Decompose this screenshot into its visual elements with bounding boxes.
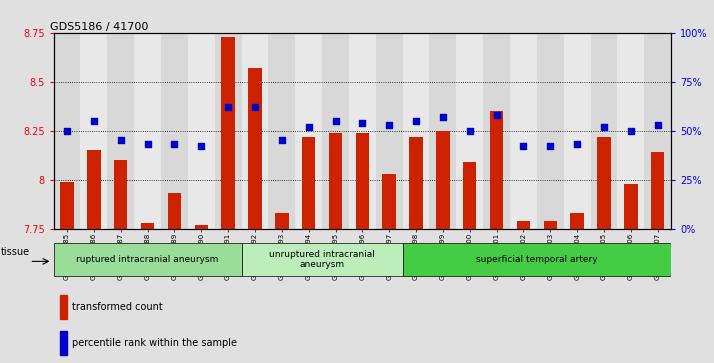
Text: ruptured intracranial aneurysm: ruptured intracranial aneurysm (76, 255, 218, 264)
Bar (60, 295, 67, 319)
Bar (54, 243, 241, 276)
Text: unruptured intracranial
aneurysm: unruptured intracranial aneurysm (269, 250, 375, 269)
Bar (60, 331, 67, 355)
Bar (241, 33, 268, 229)
Point (625, 128, 637, 134)
Text: transformed count: transformed count (72, 302, 163, 312)
Point (115, 138, 126, 143)
Bar (456, 33, 483, 229)
Bar (490, 111, 503, 229)
Point (652, 122, 663, 128)
Bar (161, 33, 188, 229)
Point (303, 124, 314, 130)
Bar (87, 150, 101, 229)
Point (437, 114, 448, 120)
Bar (188, 33, 215, 229)
Point (88, 118, 99, 124)
Bar (598, 136, 610, 229)
Bar (356, 132, 369, 229)
Bar (564, 33, 590, 229)
Point (222, 104, 233, 110)
Bar (241, 243, 403, 276)
Bar (590, 33, 618, 229)
Bar (328, 132, 342, 229)
Text: superficial temporal artery: superficial temporal artery (476, 255, 598, 264)
Point (518, 143, 529, 149)
Bar (430, 33, 456, 229)
Bar (81, 33, 107, 229)
Bar (194, 225, 208, 229)
Bar (322, 33, 349, 229)
Bar (537, 33, 564, 229)
Bar (141, 223, 154, 229)
Point (598, 124, 610, 130)
Bar (651, 152, 665, 229)
Point (61, 128, 73, 134)
Bar (463, 162, 476, 229)
Bar (618, 33, 644, 229)
Bar (376, 33, 403, 229)
Bar (409, 136, 423, 229)
Point (330, 118, 341, 124)
Text: percentile rank within the sample: percentile rank within the sample (72, 338, 237, 348)
Bar (517, 221, 531, 229)
Bar (114, 160, 127, 229)
Bar (215, 33, 241, 229)
Point (491, 112, 503, 118)
Bar (168, 193, 181, 229)
Bar (644, 33, 671, 229)
Point (142, 142, 154, 147)
Point (464, 128, 476, 134)
Bar (221, 37, 235, 229)
Bar (134, 33, 161, 229)
Point (411, 118, 422, 124)
Bar (403, 33, 430, 229)
Bar (268, 33, 295, 229)
Bar (107, 33, 134, 229)
Point (276, 138, 288, 143)
Bar (54, 33, 81, 229)
Bar (383, 174, 396, 229)
Point (357, 120, 368, 126)
Text: tissue: tissue (1, 247, 30, 257)
Point (383, 122, 395, 128)
Text: GDS5186 / 41700: GDS5186 / 41700 (51, 22, 149, 32)
Bar (436, 131, 450, 229)
Point (196, 143, 207, 149)
Bar (248, 68, 261, 229)
Point (249, 104, 261, 110)
Bar (543, 221, 557, 229)
Bar (302, 136, 316, 229)
Bar (349, 33, 376, 229)
Bar (510, 33, 537, 229)
Bar (624, 184, 638, 229)
Bar (275, 213, 288, 229)
Bar (570, 213, 584, 229)
Point (545, 143, 556, 149)
Bar (403, 243, 671, 276)
Point (571, 142, 583, 147)
Bar (483, 33, 510, 229)
Bar (295, 33, 322, 229)
Point (169, 142, 180, 147)
Bar (60, 182, 74, 229)
